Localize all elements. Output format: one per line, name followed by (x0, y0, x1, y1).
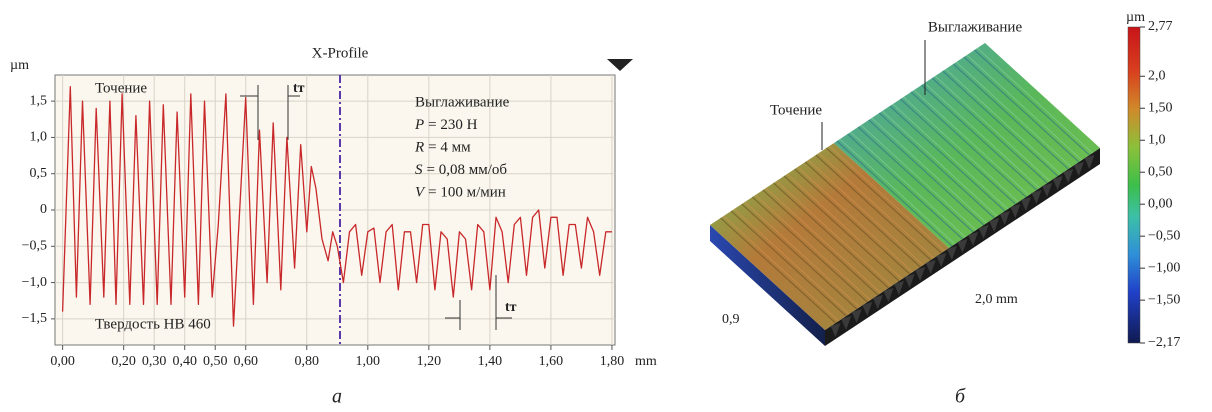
dimension-label: 2,0 mm (975, 292, 1018, 307)
parameter-text: = 100 м/мин (428, 185, 506, 201)
x-tick-label: 1,80 (600, 354, 625, 369)
colorbar-tick-label: −1,00 (1148, 260, 1180, 275)
x-tick-label: 0,30 (142, 354, 167, 369)
colorbar: 2,77 2,0 1,50 1,0 0,50 0,00 −0,50 −1,00 −1,50 −2,… (1128, 19, 1180, 350)
annotation: Выглаживание (415, 94, 510, 110)
parameter-symbol: S (415, 162, 423, 178)
y-tick-label: −1,5 (22, 311, 47, 326)
annotation: Твердость HB 460 (95, 316, 211, 332)
y-tick-label: −1,0 (22, 275, 47, 290)
y-tick-label: 0 (40, 202, 47, 217)
parameter: R= 4 мм (414, 140, 471, 156)
colorbar-scale (1128, 27, 1140, 343)
parameter-text: = 4 мм (428, 140, 471, 156)
x-tick-label: 0,60 (233, 354, 258, 369)
parameter: P= 230 Н (414, 117, 478, 133)
colorbar-tick-label: 0,00 (1148, 196, 1173, 211)
x-tick-label: 0,50 (203, 354, 228, 369)
y-tick-label: −0,5 (22, 239, 47, 254)
colorbar-tick-label: −0,50 (1148, 228, 1180, 243)
panel-label: б (955, 386, 966, 408)
x-tick-label: 0,40 (172, 354, 197, 369)
x-tick-label: 0,80 (295, 354, 320, 369)
colorbar-tick-label: 0,50 (1148, 164, 1173, 179)
colorbar-tick-label: 1,50 (1148, 100, 1173, 115)
chart-title: X-Profile (312, 45, 369, 61)
parameter-text: = 230 Н (428, 117, 477, 133)
surface-3d (710, 43, 1100, 346)
x-tick-label: 1,00 (356, 354, 381, 369)
annotation: tт (293, 81, 305, 96)
panel-label: а (332, 386, 342, 408)
x-tick-label: 1,20 (417, 354, 442, 369)
marker-triangle (607, 59, 633, 71)
y-tick-label: 0,5 (30, 166, 48, 181)
colorbar-tick-label: 2,0 (1148, 68, 1166, 83)
x-unit: mm (635, 354, 657, 369)
y-unit: µm (10, 58, 29, 73)
y-tick-label: 1,5 (30, 93, 48, 108)
parameter: V= 100 м/мин (415, 185, 506, 201)
annotation: Выглаживание (928, 19, 1023, 35)
x-tick-label: 1,40 (478, 354, 503, 369)
y-tick-label: 1,0 (30, 130, 48, 145)
parameter-symbol: P (414, 117, 424, 133)
parameter: S= 0,08 мм/об (415, 162, 507, 178)
x-tick-label: 0,20 (111, 354, 136, 369)
annotation: tт (505, 300, 517, 315)
colorbar-tick-label: 2,77 (1148, 19, 1173, 34)
colorbar-tick-label: −1,50 (1148, 292, 1180, 307)
x-tick-label: 0,00 (50, 354, 75, 369)
figure: X-Profile µm Точение Выглаживание Твердо… (0, 0, 1212, 412)
dimension-label: 0,9 (722, 312, 740, 327)
annotation: Точение (770, 102, 822, 118)
colorbar-unit: µm (1126, 10, 1145, 25)
annotation: Точение (95, 80, 147, 96)
colorbar-tick-label: 1,0 (1148, 132, 1166, 147)
parameter-text: = 0,08 мм/об (427, 162, 508, 178)
colorbar-tick-label: −2,17 (1148, 335, 1180, 350)
parameter-symbol: R (414, 140, 424, 156)
x-tick-label: 1,60 (539, 354, 564, 369)
